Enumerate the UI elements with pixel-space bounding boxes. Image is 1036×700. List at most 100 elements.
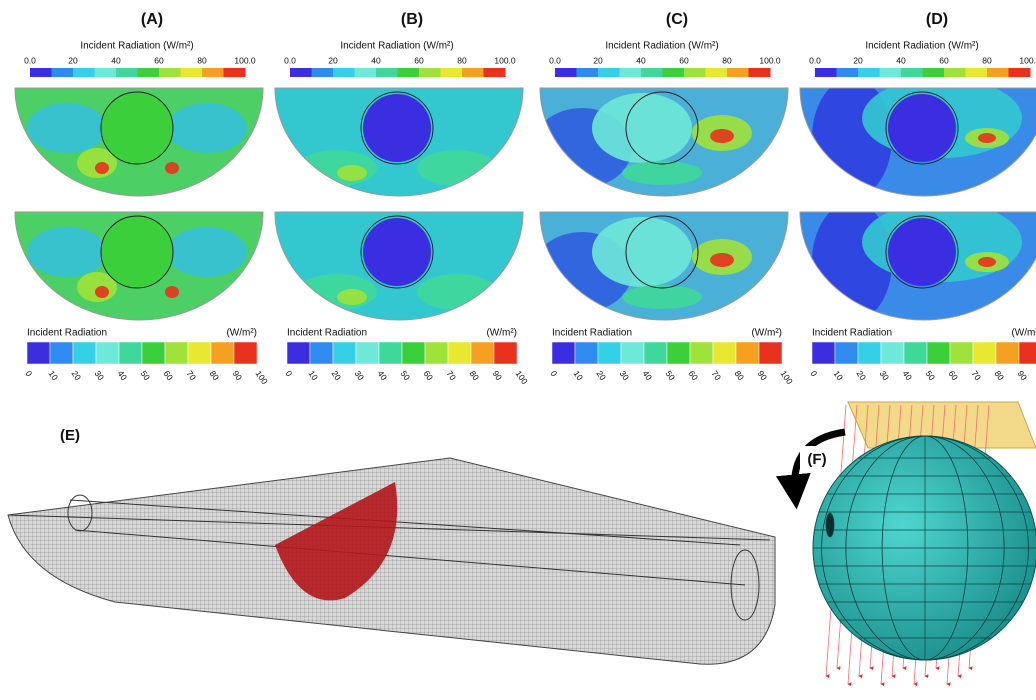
legend-tick: 80 bbox=[993, 369, 1007, 383]
legend-swatch bbox=[379, 342, 402, 364]
legend-tick: 40 bbox=[371, 55, 381, 65]
legend-swatch bbox=[398, 68, 420, 77]
tube-region bbox=[888, 218, 956, 286]
legend-swatch bbox=[30, 68, 52, 77]
legend-tick: 80 bbox=[197, 55, 207, 65]
contour-region bbox=[337, 165, 367, 181]
legend-tick: 30 bbox=[878, 369, 892, 383]
legend-swatch bbox=[684, 68, 706, 77]
legend-tick: 40 bbox=[901, 369, 915, 383]
legend-tick: 20 bbox=[595, 369, 609, 383]
legend-swatch bbox=[50, 342, 73, 364]
legend-tick: 70 bbox=[445, 369, 459, 383]
contour-region bbox=[978, 257, 996, 267]
legend-swatch bbox=[484, 68, 506, 77]
tube-region bbox=[888, 94, 956, 162]
legend-swatch bbox=[73, 68, 95, 77]
panel-label: (C) bbox=[666, 11, 688, 28]
legend-tick: 10 bbox=[572, 369, 586, 383]
legend-swatch bbox=[1009, 68, 1031, 77]
legend-swatch bbox=[552, 342, 575, 364]
legend-tick: 90 bbox=[1016, 369, 1030, 383]
legend-swatch bbox=[138, 68, 160, 77]
legend-tick: 50 bbox=[139, 369, 153, 383]
legend-tick: 40 bbox=[111, 55, 121, 65]
legend-swatch bbox=[96, 342, 119, 364]
legend-swatch bbox=[159, 68, 181, 77]
legend-tick: 0 bbox=[24, 369, 35, 379]
legend-swatch bbox=[904, 342, 927, 364]
sphere-panel: (F) bbox=[795, 402, 1036, 684]
legend-tick: 60 bbox=[939, 55, 949, 65]
panel-label: (A) bbox=[141, 11, 163, 28]
legend-swatch bbox=[224, 68, 246, 77]
legend-swatch bbox=[27, 342, 50, 364]
tube-region bbox=[103, 218, 171, 286]
contour-region bbox=[297, 274, 377, 310]
legend-tick: 0 bbox=[549, 369, 560, 379]
contour-region bbox=[27, 103, 107, 153]
legend-swatch bbox=[996, 342, 1019, 364]
legend-swatch bbox=[356, 342, 379, 364]
legend-tick: 30 bbox=[93, 369, 107, 383]
contour-region bbox=[622, 285, 702, 309]
legend-swatch bbox=[52, 68, 74, 77]
legend-tick: 40 bbox=[636, 55, 646, 65]
legend-tick: 0 bbox=[284, 369, 295, 379]
contour-region bbox=[95, 162, 109, 174]
pole bbox=[826, 513, 834, 537]
legend-tick: 70 bbox=[710, 369, 724, 383]
legend-tick: 0 bbox=[809, 369, 820, 379]
legend-swatch bbox=[119, 342, 142, 364]
legend-unit: (W/m²) bbox=[751, 328, 782, 339]
legend-tick: 60 bbox=[422, 369, 436, 383]
legend-tick: 20 bbox=[330, 369, 344, 383]
legend-swatch bbox=[973, 342, 996, 364]
legend-swatch bbox=[858, 342, 881, 364]
contour bbox=[800, 78, 1036, 198]
contour bbox=[532, 212, 788, 320]
contour-region bbox=[978, 133, 996, 143]
legend-swatch bbox=[858, 68, 880, 77]
legend-swatch bbox=[234, 342, 257, 364]
legend-tick: 60 bbox=[679, 55, 689, 65]
legend-unit: (W/m²) bbox=[226, 328, 257, 339]
legend-swatch bbox=[188, 342, 211, 364]
legend-tick: 90 bbox=[491, 369, 505, 383]
legend-tick: 60 bbox=[414, 55, 424, 65]
legend-swatch bbox=[181, 68, 203, 77]
legend-swatch bbox=[333, 68, 355, 77]
contour bbox=[275, 212, 523, 320]
legend-tick: 50 bbox=[664, 369, 678, 383]
legend-swatch bbox=[880, 68, 902, 77]
panel-label: (F) bbox=[807, 451, 826, 468]
contour-region bbox=[27, 227, 107, 277]
legend-swatch bbox=[620, 68, 642, 77]
panel: (B)Incident Radiation (W/m²)0.0204060801… bbox=[275, 11, 530, 386]
contour bbox=[15, 212, 263, 320]
panel-label: (D) bbox=[926, 11, 948, 28]
panel-label: (E) bbox=[60, 427, 80, 444]
legend-tick: 80 bbox=[468, 369, 482, 383]
legend-tick: 70 bbox=[185, 369, 199, 383]
contour bbox=[532, 88, 788, 196]
legend-swatch bbox=[598, 68, 620, 77]
legend-title: Incident Radiation bbox=[27, 328, 107, 339]
legend-swatch bbox=[555, 68, 577, 77]
legend-swatch bbox=[901, 68, 923, 77]
legend-tick: 20 bbox=[70, 369, 84, 383]
contour bbox=[15, 88, 263, 196]
legend-swatch bbox=[441, 68, 463, 77]
legend-title: Incident Radiation (W/m²) bbox=[605, 41, 718, 52]
legend-tick: 10 bbox=[47, 369, 61, 383]
contour-region bbox=[337, 289, 367, 305]
legend-swatch bbox=[577, 68, 599, 77]
legend-swatch bbox=[290, 68, 312, 77]
legend-tick: 100 bbox=[254, 369, 270, 387]
legend-tick: 80 bbox=[208, 369, 222, 383]
legend-tick: 80 bbox=[722, 55, 732, 65]
legend-tick: 20 bbox=[328, 55, 338, 65]
legend-swatch bbox=[944, 68, 966, 77]
legend-swatch bbox=[333, 342, 356, 364]
